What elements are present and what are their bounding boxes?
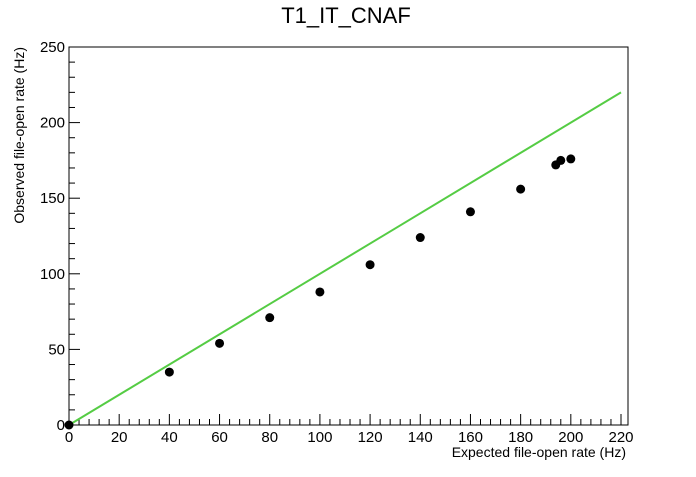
x-tick-label: 100 — [307, 429, 332, 446]
fit-line-group — [68, 91, 622, 426]
data-point — [215, 338, 225, 348]
data-point — [365, 260, 375, 270]
data-point — [315, 287, 325, 297]
data-point — [556, 155, 566, 165]
x-tick-label: 80 — [261, 429, 278, 446]
y-tick-label: 250 — [40, 39, 65, 56]
x-tick-label: 0 — [65, 429, 73, 446]
x-tick-label: 220 — [608, 429, 633, 446]
x-tick-label: 160 — [458, 429, 483, 446]
axes: 0 20 40 60 80 100 120 140 160 180 200 220 0 50 100 150 2… — [40, 39, 634, 446]
y-tick-label: 50 — [48, 341, 65, 358]
data-points — [64, 154, 576, 430]
data-point — [566, 154, 576, 164]
y-tick-label: 100 — [40, 266, 65, 283]
y-axis-label: Observed file-open rate (Hz) — [11, 47, 27, 224]
x-tick-label: 40 — [161, 429, 178, 446]
y-tick-label: 200 — [40, 115, 65, 132]
x-tick-label: 60 — [211, 429, 228, 446]
data-point — [265, 313, 275, 323]
data-point — [465, 207, 475, 217]
x-tick-label: 120 — [358, 429, 383, 446]
data-point — [415, 233, 425, 243]
data-point — [64, 420, 74, 430]
x-tick-label: 140 — [408, 429, 433, 446]
x-axis-label: Expected file-open rate (Hz) — [452, 444, 626, 460]
data-point — [164, 367, 174, 377]
plot-frame — [68, 46, 629, 426]
y-tick-label: 0 — [57, 417, 65, 434]
y-tick-label: 150 — [40, 190, 65, 207]
x-tick-label: 180 — [508, 429, 533, 446]
x-tick-label: 20 — [111, 429, 128, 446]
data-point — [516, 184, 526, 194]
x-tick-label: 200 — [558, 429, 583, 446]
reference-line — [68, 91, 622, 426]
chart-title: T1_IT_CNAF — [281, 3, 411, 28]
